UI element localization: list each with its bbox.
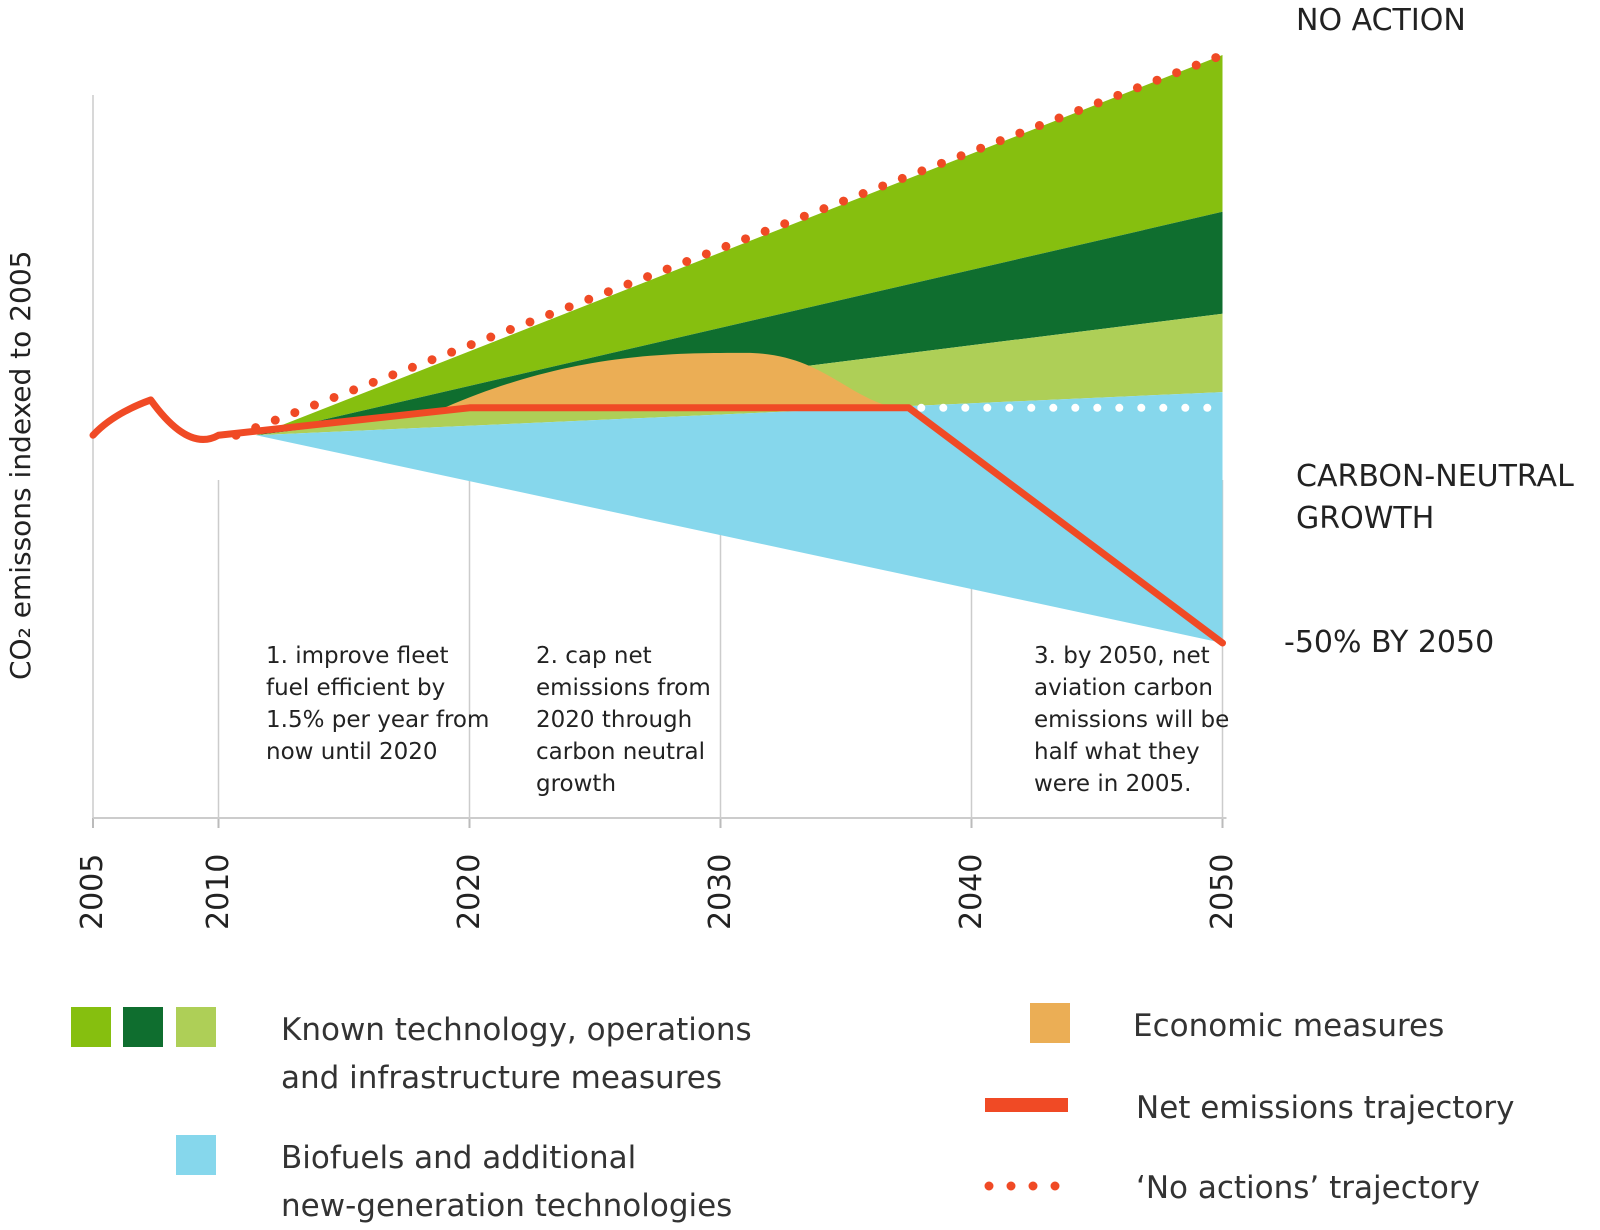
x-tick-label: 2010 bbox=[200, 853, 236, 930]
band-layer bbox=[256, 55, 1223, 643]
annotation-step-3: 3. by 2050, net aviation carbon emission… bbox=[1034, 643, 1230, 797]
legend-biofuels-label: Biofuels and additional new-generation t… bbox=[281, 1140, 733, 1224]
band-area bbox=[256, 55, 1223, 436]
x-tick-label: 2030 bbox=[702, 853, 738, 930]
economic-measures-area bbox=[444, 352, 897, 408]
annotation-step-1: 1. improve fleet fuel efficient by 1.5% … bbox=[266, 643, 490, 765]
y-axis-label: CO₂ emissons indexed to 2005 bbox=[4, 250, 37, 680]
legend-no-action-label: ‘No actions’ trajectory bbox=[1136, 1170, 1480, 1206]
legend-economic-label: Economic measures bbox=[1133, 1008, 1445, 1044]
legend-swatch-known-2 bbox=[123, 1007, 163, 1047]
legend-net-trajectory-label: Net emissions trajectory bbox=[1136, 1090, 1515, 1126]
annotation-step-2: 2. cap net emissions from 2020 through c… bbox=[536, 643, 711, 797]
x-tick-label: 2020 bbox=[451, 853, 487, 930]
legend-swatch-known-1 bbox=[71, 1007, 111, 1047]
legend-marks bbox=[984, 1098, 1070, 1191]
net-emissions-trajectory-line bbox=[89, 396, 1226, 647]
line-layer bbox=[89, 50, 1227, 647]
band-area bbox=[256, 392, 1223, 643]
x-tick-label: 2005 bbox=[75, 853, 110, 930]
carbon-neutral-label: CARBON-NEUTRAL GROWTH bbox=[1296, 459, 1574, 536]
legend-swatch-economic bbox=[1030, 1003, 1070, 1043]
x-tick-label: 2050 bbox=[1204, 853, 1240, 930]
legend-known-tech-label: Known technology, operations and infrast… bbox=[281, 1012, 752, 1096]
legend-swatch-known-3 bbox=[176, 1007, 216, 1047]
minus-50-label: -50% BY 2050 bbox=[1284, 625, 1495, 660]
legend-swatch-biofuels bbox=[176, 1135, 216, 1175]
band-area bbox=[256, 211, 1223, 436]
no-action-label: NO ACTION bbox=[1296, 3, 1466, 38]
band-area bbox=[256, 313, 1223, 436]
x-tick-label: 2040 bbox=[953, 853, 989, 930]
no-action-trajectory-line bbox=[231, 50, 1227, 440]
